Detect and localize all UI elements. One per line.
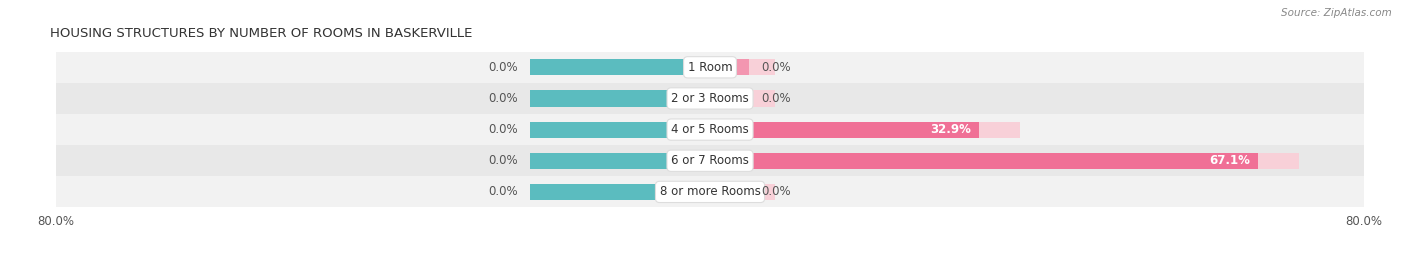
Text: 67.1%: 67.1%: [1209, 154, 1250, 167]
Bar: [530, 184, 710, 200]
Text: 0.0%: 0.0%: [488, 61, 517, 74]
Text: 1 Room: 1 Room: [688, 61, 733, 74]
Bar: [530, 153, 710, 169]
Bar: [710, 184, 749, 200]
Bar: [530, 184, 710, 200]
Text: 8 or more Rooms: 8 or more Rooms: [659, 185, 761, 198]
Text: 0.0%: 0.0%: [488, 92, 517, 105]
Bar: [710, 59, 749, 75]
Bar: [710, 59, 776, 75]
Bar: [56, 83, 1364, 114]
Bar: [710, 90, 776, 107]
Text: 0.0%: 0.0%: [488, 185, 517, 198]
Text: 0.0%: 0.0%: [488, 154, 517, 167]
Bar: [530, 122, 710, 138]
Text: 32.9%: 32.9%: [929, 123, 970, 136]
Bar: [530, 90, 710, 107]
Bar: [710, 122, 979, 138]
Text: Source: ZipAtlas.com: Source: ZipAtlas.com: [1281, 8, 1392, 18]
Bar: [56, 145, 1364, 176]
Text: 0.0%: 0.0%: [762, 61, 792, 74]
Bar: [710, 184, 776, 200]
Text: HOUSING STRUCTURES BY NUMBER OF ROOMS IN BASKERVILLE: HOUSING STRUCTURES BY NUMBER OF ROOMS IN…: [49, 28, 472, 40]
Bar: [530, 153, 710, 169]
Bar: [710, 153, 1258, 169]
Bar: [56, 176, 1364, 207]
Text: 6 or 7 Rooms: 6 or 7 Rooms: [671, 154, 749, 167]
Text: 4 or 5 Rooms: 4 or 5 Rooms: [671, 123, 749, 136]
Text: 0.0%: 0.0%: [762, 185, 792, 198]
Bar: [56, 114, 1364, 145]
Text: 0.0%: 0.0%: [488, 123, 517, 136]
Text: 2 or 3 Rooms: 2 or 3 Rooms: [671, 92, 749, 105]
Bar: [56, 52, 1364, 83]
Bar: [530, 90, 710, 107]
Bar: [710, 122, 1019, 138]
Text: 0.0%: 0.0%: [762, 92, 792, 105]
Bar: [530, 122, 710, 138]
Bar: [710, 90, 749, 107]
Bar: [530, 59, 710, 75]
Bar: [710, 153, 1299, 169]
Bar: [530, 59, 710, 75]
